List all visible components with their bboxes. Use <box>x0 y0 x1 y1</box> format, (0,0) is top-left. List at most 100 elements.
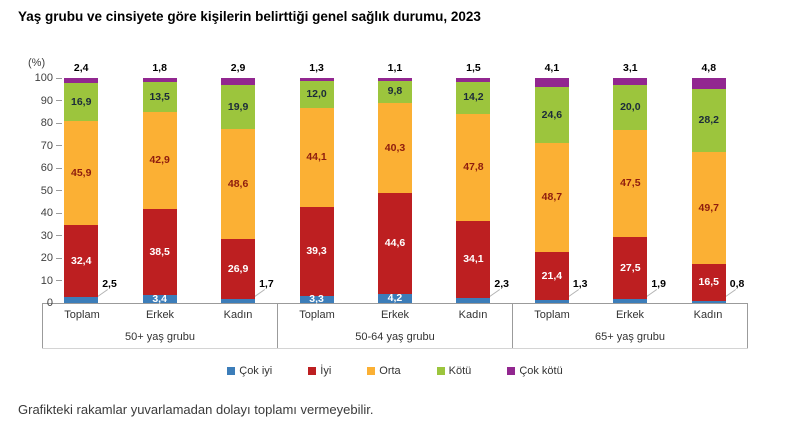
tick-mark <box>56 167 62 169</box>
value-label-above: 2,9 <box>230 62 246 74</box>
tick-mark <box>56 145 62 146</box>
stacked-bar: 20,0 47,5 27,5 <box>613 78 648 303</box>
category-label: Toplam <box>64 309 100 321</box>
value-label: 45,9 <box>71 166 92 179</box>
legend-label: Çok kötü <box>519 365 563 377</box>
value-label: 4,2 <box>387 292 403 305</box>
tick-mark <box>56 77 62 79</box>
bar-segment: 21,4 <box>534 251 569 301</box>
category-label-row: Toplam Erkek Kadın <box>43 304 277 326</box>
bar-segment: 13,5 <box>142 82 177 113</box>
y-axis-tick-label: 0 <box>46 297 53 309</box>
bar-segment <box>534 78 569 88</box>
legend-swatch <box>308 367 317 375</box>
value-label-callout: 2,5 <box>102 278 117 290</box>
bar-segment <box>221 299 256 303</box>
value-label: 16,9 <box>71 96 92 109</box>
bar-segment: 49,7 <box>691 152 726 265</box>
value-label: 16,5 <box>698 276 719 289</box>
tick-mark <box>56 280 62 281</box>
bar-segment: 47,8 <box>456 113 491 222</box>
legend-label: Kötü <box>448 365 472 377</box>
value-label-above: 1,5 <box>466 62 481 74</box>
group-label: 50-64 yaş grubu <box>355 331 435 343</box>
bar-segment <box>613 78 648 85</box>
value-label: 28,2 <box>698 114 719 127</box>
legend-swatch <box>367 367 376 375</box>
value-label: 9,8 <box>387 85 403 98</box>
tick-mark <box>56 122 62 124</box>
value-label-above: 1,1 <box>387 62 403 74</box>
bar-segment: 12,0 <box>299 80 334 108</box>
legend: Çok iyi İyi Orta Kötü Çok kötü <box>42 365 748 377</box>
stacked-bar: 14,2 47,8 34,1 <box>456 78 491 303</box>
plot-area: 0 10 20 30 40 50 60 70 80 90 100 2,4 2,5 16,9 45,9 32,4… <box>35 62 748 309</box>
age-group-cell: Toplam Erkek Kadın 65+ yaş grubu <box>512 304 748 348</box>
value-label-above: 1,3 <box>309 62 324 74</box>
value-label-callout: 1,7 <box>259 278 274 290</box>
bar-segment <box>691 78 726 89</box>
value-label: 20,0 <box>620 101 641 114</box>
bar-segment: 3,4 <box>142 294 177 304</box>
category-label: Erkek <box>615 309 645 321</box>
tick-mark <box>56 257 62 259</box>
bar-slot-kadın: 1,5 2,3 14,2 47,8 34,1 <box>434 62 512 303</box>
bar-segment: 34,1 <box>456 221 491 298</box>
y-axis-tick-label: 50 <box>40 184 53 197</box>
bar-segment: 24,6 <box>534 87 569 143</box>
bar-segment: 48,6 <box>221 129 256 239</box>
bar-segment: 42,9 <box>142 112 177 209</box>
value-label-callout: 1,3 <box>572 278 588 290</box>
category-label: Toplam <box>299 309 335 321</box>
stacked-bar-chart: (%) 0 10 20 30 40 50 60 70 80 90 100 2,4 2,5 16,9 45,9… <box>28 57 748 377</box>
bar-segment: 45,9 <box>64 121 99 225</box>
stacked-bar: 9,8 40,3 44,6 4,2 <box>377 78 412 305</box>
value-label: 26,9 <box>227 262 249 275</box>
value-label-above: 2,4 <box>73 62 89 74</box>
bar-segment: 16,9 <box>64 83 99 122</box>
value-label: 44,6 <box>384 237 406 250</box>
y-axis-tick: 80 <box>41 117 62 129</box>
bar-segment: 38,5 <box>142 208 177 296</box>
bar-slot-erkek: 1,8 13,5 42,9 38,5 3,4 <box>120 62 198 304</box>
bar-segment: 48,7 <box>534 142 569 252</box>
value-label: 3,3 <box>309 293 324 306</box>
bar-segment: 28,2 <box>691 88 726 153</box>
legend-item: Kötü <box>436 365 472 377</box>
bar-segment: 16,5 <box>691 264 726 302</box>
legend-item: İyi <box>308 365 331 377</box>
bar-segment: 32,4 <box>64 224 99 298</box>
value-label: 48,6 <box>227 177 249 190</box>
y-axis-tick-label: 80 <box>40 117 53 129</box>
value-label: 12,0 <box>306 88 327 101</box>
bar-segment: 44,1 <box>299 107 334 208</box>
y-axis-tick: 50 <box>41 185 62 197</box>
bar-segment: 26,9 <box>221 238 256 300</box>
bar-slot-kadın: 2,9 1,7 19,9 48,6 26,9 <box>199 62 277 303</box>
y-axis-tick-label: 90 <box>40 94 53 107</box>
value-label-above: 1,8 <box>152 62 167 74</box>
tick-mark <box>56 235 62 236</box>
footnote: Grafikteki rakamlar yuvarlamadan dolayı … <box>18 402 374 417</box>
value-label: 39,3 <box>306 245 327 258</box>
legend-label: Orta <box>379 365 401 377</box>
bar-segment <box>456 297 491 303</box>
y-axis-tick-label: 10 <box>40 274 53 287</box>
bar-group: 1,3 12,0 44,1 39,3 3,3 1,1 9,8 40,3 44,6 4,2 1,5 2,… <box>277 62 512 306</box>
group-label: 50+ yaş grubu <box>124 331 196 343</box>
value-label: 24,6 <box>541 108 563 121</box>
y-axis-tick: 10 <box>41 275 62 287</box>
value-label: 14,2 <box>463 91 484 104</box>
value-label: 38,5 <box>149 245 170 258</box>
x-axis-category-table: Toplam Erkek Kadın 50+ yaş grubu Toplam Erkek… <box>42 304 748 349</box>
legend-label: İyi <box>320 365 332 377</box>
bar-segment: 39,3 <box>299 207 334 296</box>
category-label: Kadın <box>458 309 488 321</box>
bar-segment <box>299 78 334 81</box>
y-axis-tick: 60 <box>41 162 62 174</box>
y-axis-tick: 40 <box>41 207 62 219</box>
legend-swatch <box>507 367 516 375</box>
category-label: Erkek <box>380 309 410 321</box>
bar-slot-erkek: 3,1 1,9 20,0 47,5 27,5 <box>591 62 669 303</box>
